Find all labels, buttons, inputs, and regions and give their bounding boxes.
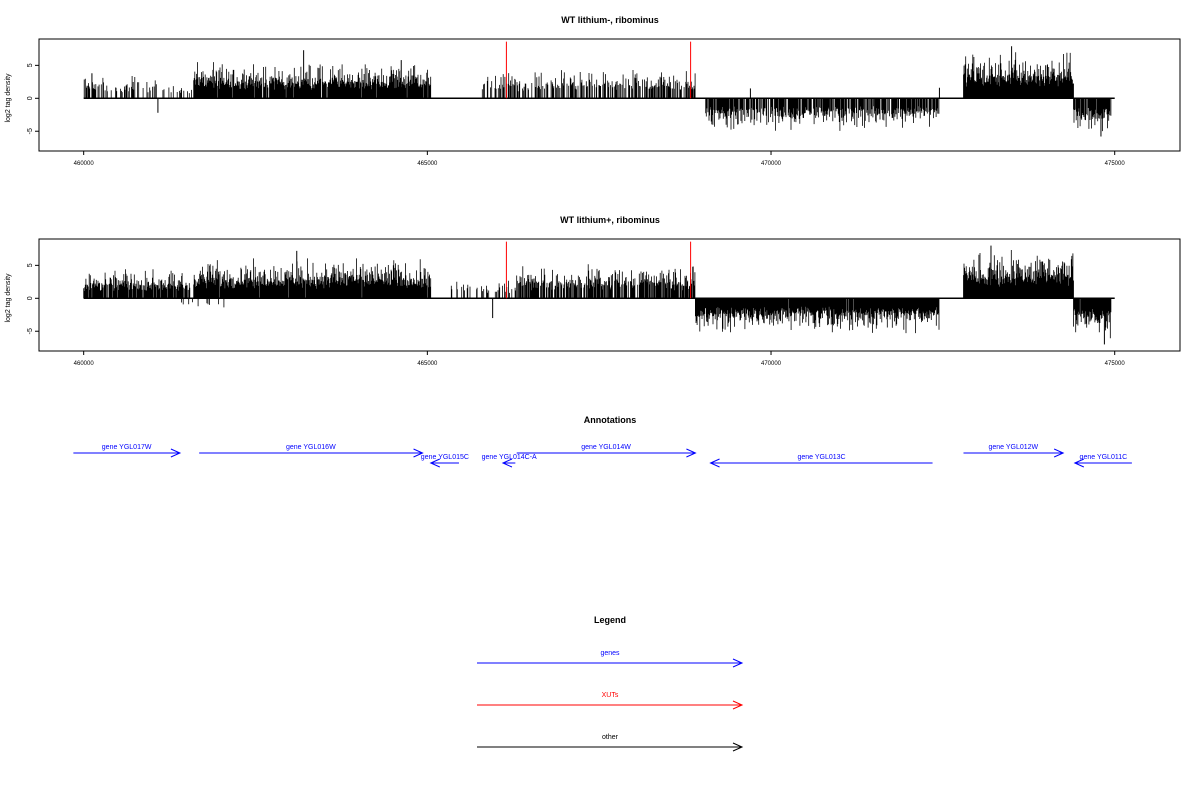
x-tick-label: 460000 [74,361,95,367]
gene-arrow [516,448,697,458]
x-axis: 460000 465000 470000 475000 [74,351,1126,367]
legend-label: XUTs [602,692,619,699]
x-tick-label: 465000 [417,361,438,367]
gene-label: gene YGL012W [988,444,1038,451]
gene-arrows: gene YGL017W gene YGL016W gene YGL015C gene… [73,444,1132,468]
xut-markers [505,241,692,299]
gene-arrow [1073,458,1132,468]
gene-arrow [501,458,516,468]
x-tick-label: 465000 [417,161,438,167]
x-tick-label: 470000 [761,361,782,367]
y-tick-label: 0 [27,296,34,300]
y-tick-label: 5 [27,263,34,267]
legend-title: Legend [594,615,626,625]
y-axis: -5 0 5 [27,263,39,334]
gene-label: gene YGL015C [421,454,469,461]
y-axis-label: log2 tag density [5,273,12,323]
gene-label: gene YGL016W [286,444,336,451]
coverage-bar-bundle [83,52,1112,132]
panel-title: WT lithium-, ribominus [561,15,659,25]
y-tick-label: 5 [27,63,34,67]
coverage-panel-lithium-minus: WT lithium-, ribominus -5 0 5 460000 465000… [5,15,1181,167]
gene-arrow [709,458,933,468]
plot-frame [38,238,1181,352]
annotations-track: Annotations gene YGL017W gene YGL016Wgene… [73,415,1132,468]
gene-label: gene YGL014W [581,444,631,451]
legend-items: genes XUTs other [477,650,744,752]
legend-arrow [477,658,744,668]
x-axis: 460000 465000 470000 475000 [74,151,1126,167]
legend: Legend genes XUTs other [477,615,744,752]
x-tick-label: 460000 [74,161,95,167]
legend-label: genes [600,650,620,657]
panel-title: WT lithium+, ribominus [560,215,660,225]
gene-label: gene YGL011C [1080,454,1128,461]
gene-arrow [73,448,182,458]
gene-arrow [963,448,1065,458]
y-axis: -5 0 5 [27,63,39,134]
x-tick-label: 475000 [1105,361,1126,367]
annotations-title: Annotations [584,415,637,425]
y-tick-label: 0 [27,96,34,100]
gene-label: gene YGL013C [797,454,845,461]
coverage-bar-bundle [83,250,1112,339]
xut-markers [505,41,692,99]
gene-arrow [429,458,459,468]
gene-label: gene YGL017W [102,444,152,451]
coverage-bars [83,46,1112,137]
plot-frame [38,38,1181,152]
gene-arrow [199,448,424,458]
y-tick-label: -5 [27,128,34,134]
legend-arrow [477,700,744,710]
x-tick-label: 470000 [761,161,782,167]
y-axis-label: log2 tag density [5,73,12,123]
legend-arrow [477,742,744,752]
coverage-bars [83,245,1112,345]
gene-label: gene YGL014C-A [482,454,537,461]
x-tick-label: 475000 [1105,161,1126,167]
y-tick-label: -5 [27,328,34,334]
legend-label: other [602,734,619,741]
coverage-panel-lithium-plus: WT lithium+, ribominus -5 0 5 460000 465000… [5,215,1181,367]
